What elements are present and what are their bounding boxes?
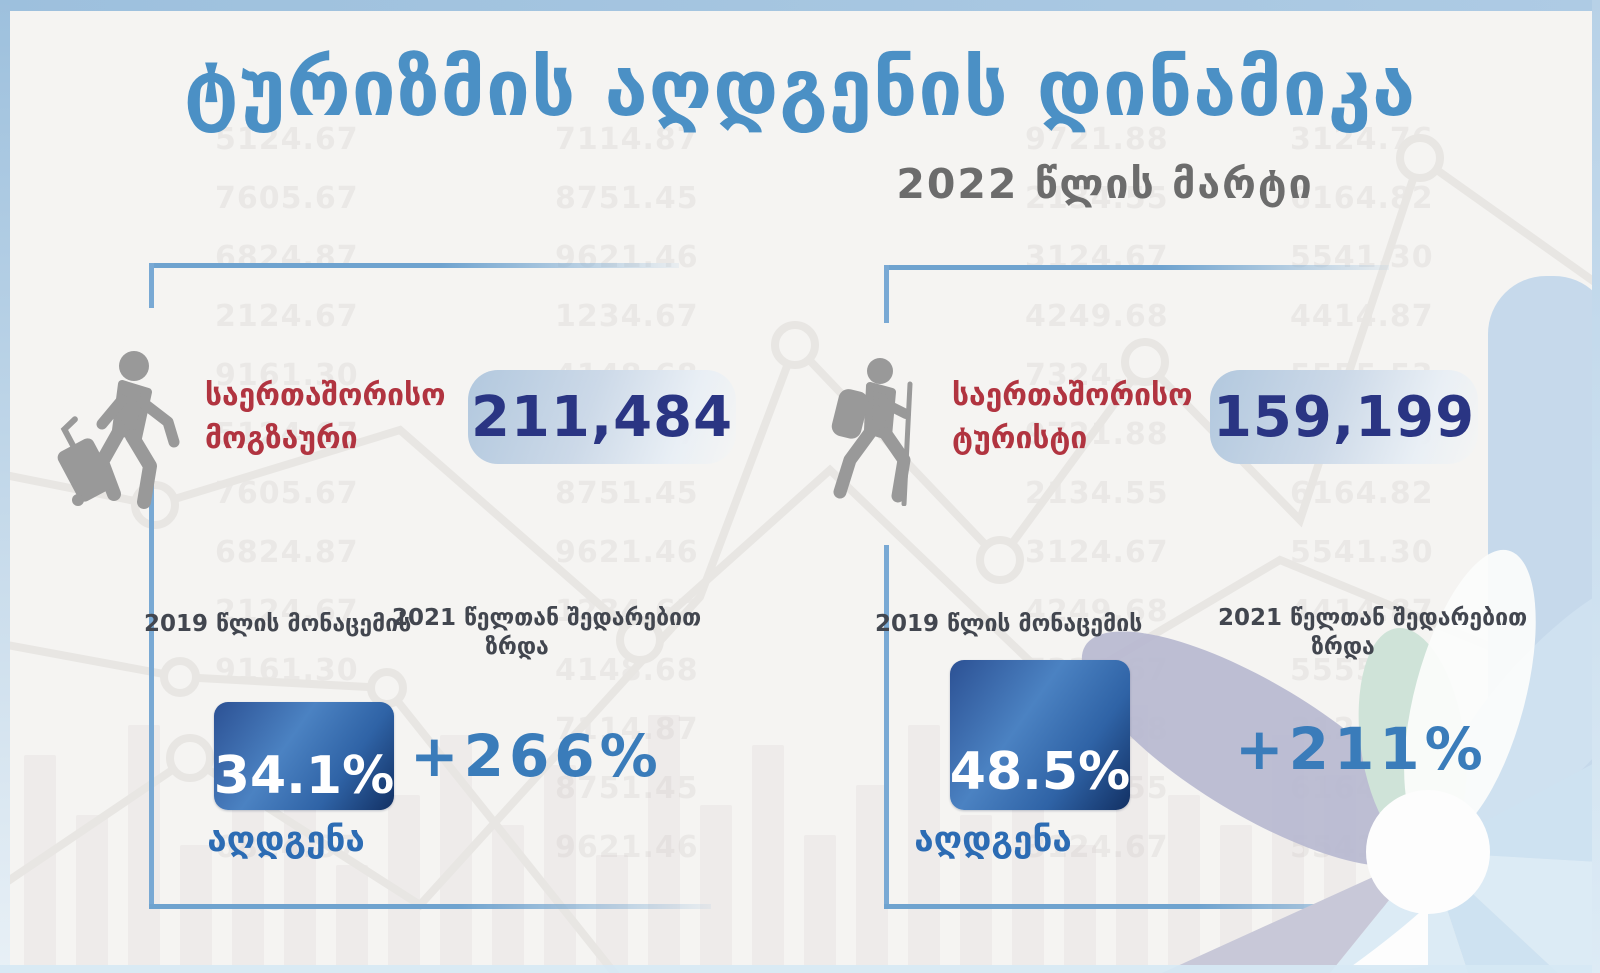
- watermark-number: 9621.46: [555, 830, 699, 865]
- panel-right-value: 159,199: [1212, 384, 1476, 450]
- background-bar: [336, 865, 368, 965]
- panel-right-label: საერთაშორისო ტურისტი: [952, 374, 1193, 460]
- background-bar: [804, 835, 836, 965]
- watermark-number: 1234.67: [555, 299, 699, 334]
- frame-right-bar: [1592, 0, 1600, 973]
- panel-right-label-line2: ტურისტი: [952, 421, 1088, 456]
- panel-right-recovery-box: 48.5%: [950, 660, 1130, 810]
- panel-right-caption-2021: 2021 წელთან შედარებით ზრდა: [1218, 605, 1528, 660]
- background-bar: [960, 815, 992, 965]
- background-bar: [648, 715, 680, 965]
- watermark-number: 8751.45: [555, 771, 699, 806]
- panel-left-recovery-percent: 34.1%: [213, 746, 395, 806]
- panel-left-recovery-box: 34.1%: [214, 702, 394, 810]
- page-subtitle: 2022 წლის მარტი: [896, 160, 1314, 208]
- panel-left-label-line1: საერთაშორისო: [205, 378, 446, 413]
- background-bar: [596, 855, 628, 965]
- panel-right-recovery-percent: 48.5%: [949, 742, 1131, 802]
- watermark-number: 3124.67: [1025, 535, 1169, 570]
- panel-right-border-bottom: [884, 904, 1454, 909]
- panel-left-caption-2019: 2019 წლის მონაცემის: [144, 611, 412, 637]
- background-bar: [128, 725, 160, 965]
- panel-right-growth-percent: +211%: [1235, 715, 1488, 783]
- background-bar: [388, 795, 420, 965]
- background-bar: [1168, 795, 1200, 965]
- panel-left-growth-percent: +266%: [410, 722, 663, 790]
- panel-left-border-bottom: [149, 904, 711, 909]
- hiker-icon: [820, 358, 935, 506]
- panel-left-label: საერთაშორისო მოგზაური: [205, 374, 446, 460]
- panel-left-label-line2: მოგზაური: [205, 421, 358, 456]
- watermark-number: 9621.46: [555, 240, 699, 275]
- watermark-number: 6824.87: [215, 535, 359, 570]
- page-title: ტურიზმის აღდგენის დინამიკა: [183, 44, 1417, 134]
- panel-left-value: 211,484: [470, 384, 734, 450]
- frame-bottom-bar: [0, 965, 1600, 973]
- background-bar: [76, 815, 108, 965]
- panel-left-value-box: 211,484: [468, 370, 736, 464]
- background-bar: [700, 805, 732, 965]
- frame-top-bar: [0, 0, 1600, 11]
- watermark-number: 9721.88: [1025, 122, 1169, 157]
- watermark-number: 4249.68: [1025, 299, 1169, 334]
- watermark-number: 7114.87: [555, 122, 699, 157]
- background-bar: [752, 745, 784, 965]
- watermark-number: 3124.67: [1025, 830, 1169, 865]
- panel-right-border-top: [884, 265, 1389, 270]
- background-bar: [856, 785, 888, 965]
- watermark-number: 2134.55: [1025, 181, 1169, 216]
- panel-left-caption-2021: 2021 წელთან შედარებით ზრდა: [392, 605, 702, 660]
- watermark-number: 5541.30: [1290, 535, 1434, 570]
- panel-right-border-side: [884, 545, 889, 909]
- watermark-number: 5124.67: [215, 122, 359, 157]
- panel-right-value-box: 159,199: [1210, 370, 1478, 464]
- frame-left-bar: [0, 0, 10, 973]
- watermark-number: 4249.68: [1025, 594, 1169, 629]
- watermark-number: 9161.30: [215, 358, 359, 393]
- panel-left-border-side: [149, 468, 154, 909]
- panel-right-recovery-label: აღდგენა: [914, 820, 1072, 860]
- panel-right-border-corner: [884, 265, 889, 323]
- background-bar: [544, 765, 576, 965]
- watermark-number: 2124.67: [215, 299, 359, 334]
- watermark-number: 6824.87: [215, 240, 359, 275]
- panel-left-border-corner: [149, 263, 154, 308]
- panel-right-caption-2019: 2019 წლის მონაცემის: [875, 611, 1143, 637]
- panel-left-recovery-label: აღდგენა: [207, 820, 365, 860]
- watermark-number: 2124.67: [215, 594, 359, 629]
- watermark-number: 8751.45: [555, 476, 699, 511]
- panel-right-label-line1: საერთაშორისო: [952, 378, 1193, 413]
- traveler-luggage-icon: [56, 350, 180, 510]
- watermark-number: 9621.46: [555, 535, 699, 570]
- watermark-number: 7605.67: [215, 181, 359, 216]
- panel-left-border-top: [149, 263, 679, 268]
- background-bar: [908, 725, 940, 965]
- watermark-number: 8751.45: [555, 181, 699, 216]
